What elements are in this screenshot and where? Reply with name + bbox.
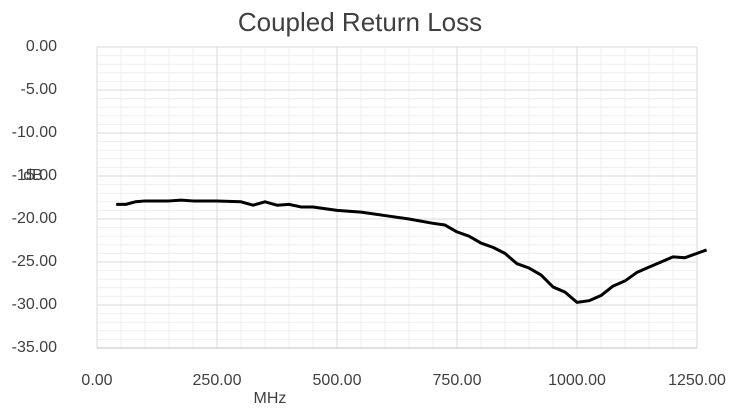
- y-tick-label: -25.00: [12, 253, 57, 270]
- x-tick-label: 250.00: [193, 372, 242, 389]
- data-line: [116, 198, 708, 304]
- y-tick-label: -5.00: [21, 81, 58, 98]
- chart-title: Coupled Return Loss: [238, 7, 482, 37]
- y-tick-label: 0.00: [26, 38, 57, 55]
- x-tick-label: 1250.00: [668, 372, 726, 389]
- x-tick-label: 1000.00: [548, 372, 606, 389]
- x-tick-label: 750.00: [433, 372, 482, 389]
- x-axis-label: MHz: [254, 390, 287, 407]
- y-tick-label: -15.00: [12, 167, 57, 184]
- y-tick-label: -35.00: [12, 339, 57, 356]
- y-tick-label: -10.00: [12, 124, 57, 141]
- x-tick-label: 0.00: [81, 372, 112, 389]
- x-tick-label: 500.00: [313, 372, 362, 389]
- y-tick-label: -30.00: [12, 296, 57, 313]
- y-tick-label: -20.00: [12, 210, 57, 227]
- y-axis-label: dB: [23, 167, 43, 184]
